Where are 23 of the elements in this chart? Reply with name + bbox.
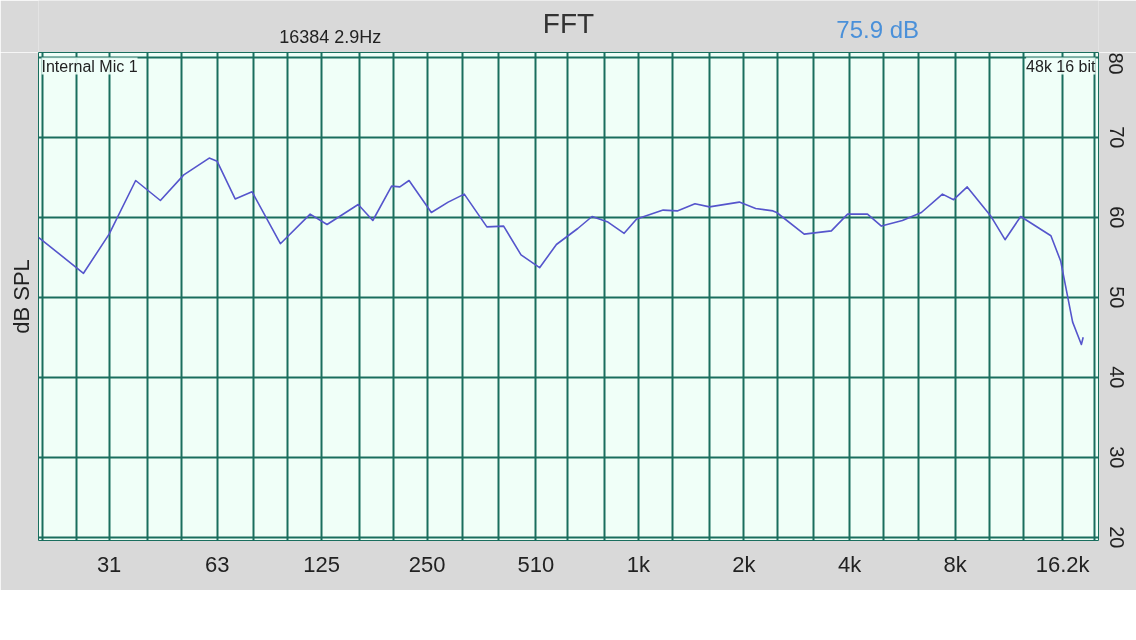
y-axis-title: dB SPL [8,259,34,334]
y-tick-label: 80 [1105,52,1128,75]
y-tick-label: 70 [1105,126,1128,149]
annotation: 48k 16 bit [1026,57,1097,75]
y-tick-label: 50 [1105,286,1128,309]
x-tick-label: 1k [626,551,651,577]
x-tick-label: 4k [837,551,863,577]
text: 75.9 dB [836,15,920,43]
x-tick-label: 31 [96,551,122,577]
y-tick-label: 60 [1105,206,1128,229]
x-tick-label: 8k [943,551,968,577]
y-tick-label: 20 [1105,526,1128,549]
y-tick-label: 30 [1105,446,1128,469]
x-tick-label: 250 [408,551,446,577]
x-tick-label: 2k [732,551,757,577]
x-tick-label: 125 [303,551,340,577]
text: 16384 2.9Hz [279,26,382,47]
y-tick-label: 40 [1105,366,1128,389]
annotation: Internal Mic 1 [41,57,138,75]
chart-title: FFT [542,7,595,39]
x-tick-label: 510 [517,551,555,577]
x-tick-label: 63 [204,551,230,577]
x-tick-label: 16.2k [1035,551,1091,577]
